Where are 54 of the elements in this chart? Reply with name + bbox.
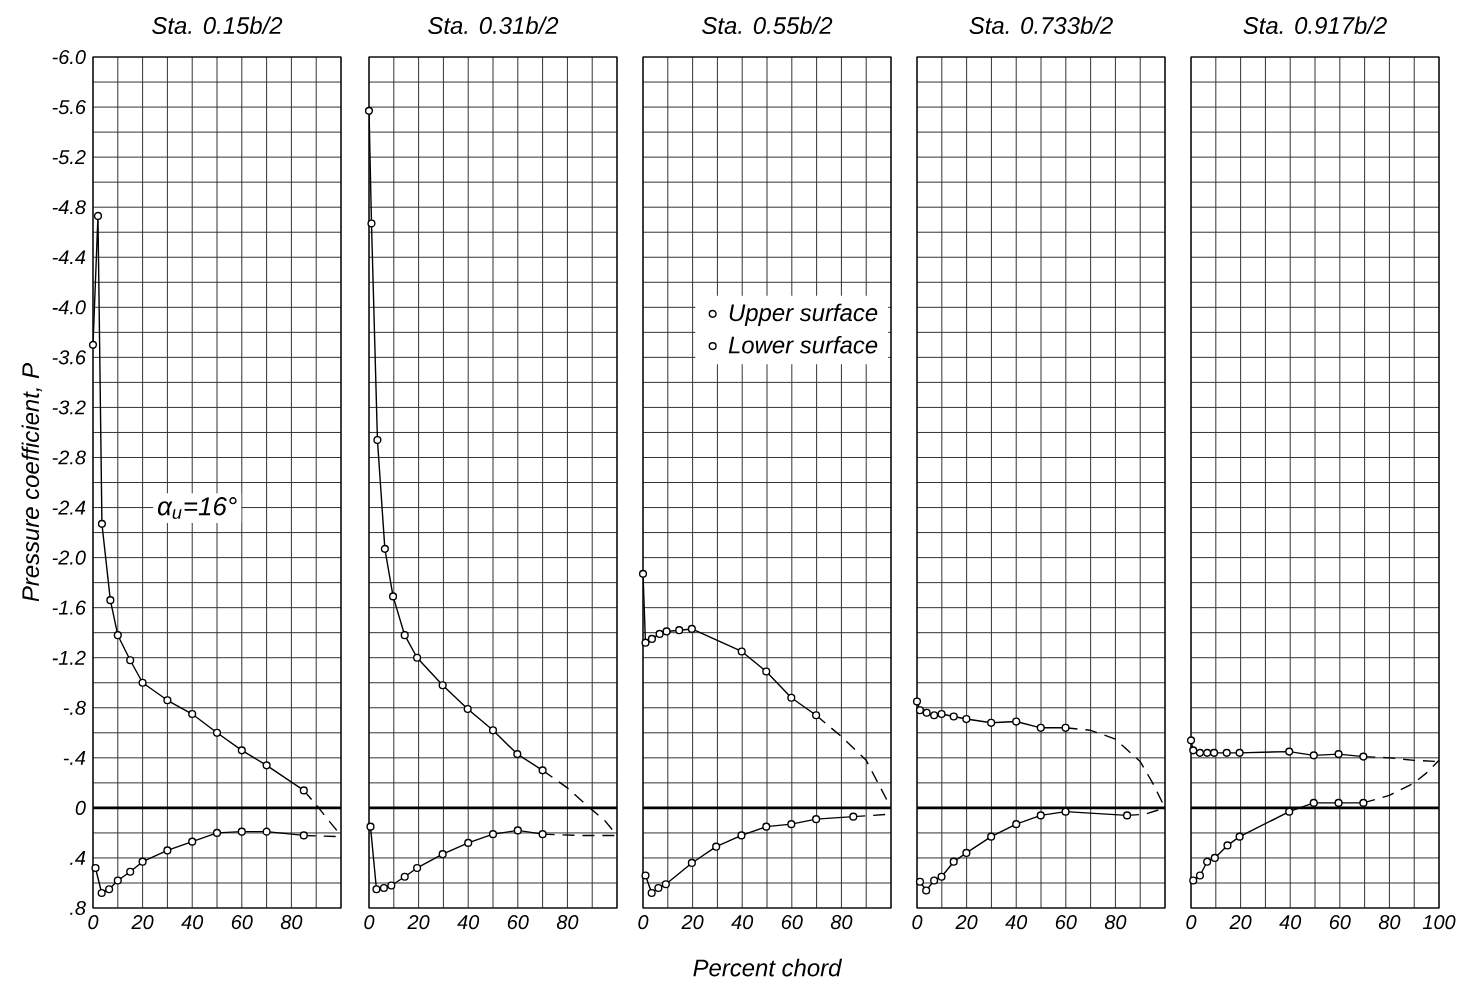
x-tick-label: 20: [681, 915, 704, 930]
legend-label: Lower surface: [728, 335, 878, 354]
x-tick-label: 0: [364, 915, 375, 930]
x-tick-label: 0: [912, 915, 923, 930]
chart-title: Sta. 0.733b/2: [969, 16, 1113, 35]
x-tick-label: 80: [1378, 915, 1401, 930]
x-tick-label: 20: [131, 915, 154, 930]
x-tick-label: 60: [507, 915, 529, 930]
x-tick-label: 0: [88, 915, 99, 930]
x-tick-label: 80: [830, 915, 853, 930]
x-tick-label: 80: [1104, 915, 1127, 930]
x-tick-label: 100: [1422, 915, 1456, 930]
x-tick-label: 60: [1055, 915, 1077, 930]
y-tick-label: .4: [70, 851, 86, 865]
y-tick-label: 0: [75, 800, 86, 815]
y-tick-label: -3.2: [52, 400, 86, 415]
chart-title: Sta. 0.55b/2: [702, 16, 833, 35]
y-tick-label: -.8: [63, 700, 86, 715]
x-tick-label: 80: [280, 915, 303, 930]
x-tick-label: 20: [1229, 915, 1252, 930]
y-tick-label: -4.4: [52, 250, 86, 265]
y-tick-label: -1.2: [52, 650, 86, 665]
x-tick-label: 60: [1329, 915, 1351, 930]
x-tick-label: 0: [638, 915, 649, 930]
x-tick-label: 40: [457, 915, 480, 930]
x-tick-label: 60: [231, 915, 253, 930]
y-tick-label: -1.6: [52, 600, 86, 615]
y-tick-label: -.4: [63, 750, 86, 765]
chart-title: Sta. 0.31b/2: [428, 16, 559, 35]
y-tick-label: -4.8: [52, 200, 86, 215]
y-axis-title: Pressure coefficient, P: [21, 363, 42, 602]
y-tick-label: -3.6: [52, 350, 86, 365]
annotation: α$_{u}$=16°: [157, 497, 237, 519]
x-tick-label: 20: [955, 915, 978, 930]
x-axis-title: Percent chord: [693, 958, 843, 977]
y-tick-label: -4.0: [52, 300, 86, 315]
x-tick-label: 40: [1005, 915, 1028, 930]
chart-title: Sta. 0.15b/2: [152, 16, 283, 35]
y-tick-label: -2.4: [52, 500, 86, 515]
chart-title: Sta. 0.917b/2: [1243, 16, 1387, 35]
x-tick-label: 80: [556, 915, 579, 930]
x-tick-label: 40: [731, 915, 754, 930]
x-tick-label: 20: [407, 915, 430, 930]
x-tick-label: 0: [1186, 915, 1197, 930]
x-tick-label: 40: [181, 915, 204, 930]
x-tick-label: 60: [781, 915, 803, 930]
legend-label: Upper surface: [729, 303, 878, 326]
y-tick-label: -2.8: [52, 450, 86, 465]
y-tick-label: .8: [70, 900, 86, 916]
y-tick-label: -2.0: [52, 550, 86, 565]
y-tick-label: -5.2: [52, 150, 86, 165]
y-tick-label: -5.6: [52, 100, 86, 115]
y-tick-label: -6.0: [52, 49, 86, 65]
x-tick-label: 40: [1279, 915, 1302, 930]
